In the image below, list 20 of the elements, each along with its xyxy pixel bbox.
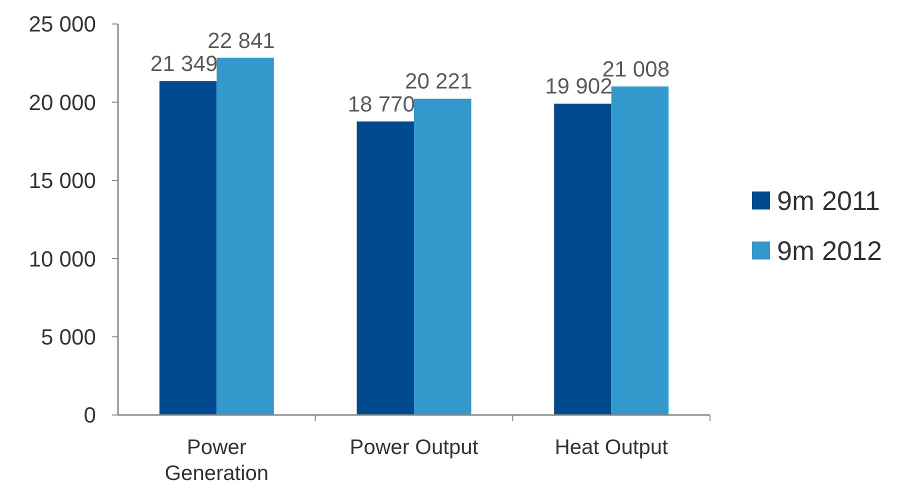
bar — [356, 121, 414, 415]
y-tick-label: 25 000 — [28, 12, 96, 37]
bar — [414, 98, 472, 415]
bar — [611, 86, 669, 415]
y-tick-label: 5 000 — [40, 324, 96, 350]
y-tick-label: 0 — [84, 402, 96, 428]
y-tick-label: 10 000 — [28, 246, 96, 272]
x-tick-label: Power Generation — [164, 436, 269, 485]
legend-label: 9m 2011 — [777, 186, 880, 216]
x-tick-label: Heat Output — [554, 436, 668, 459]
data-label: 20 221 — [404, 68, 472, 94]
y-tick-label: 20 000 — [28, 90, 96, 115]
data-label: 18 770 — [348, 91, 416, 116]
x-tick-label: Power Output — [350, 436, 478, 459]
bar — [159, 81, 217, 415]
data-label: 22 841 — [208, 28, 275, 53]
bar — [216, 58, 274, 415]
legend-label: 9m 2012 — [777, 236, 882, 266]
y-tick-label: 15 000 — [28, 168, 96, 194]
bar — [554, 104, 612, 415]
